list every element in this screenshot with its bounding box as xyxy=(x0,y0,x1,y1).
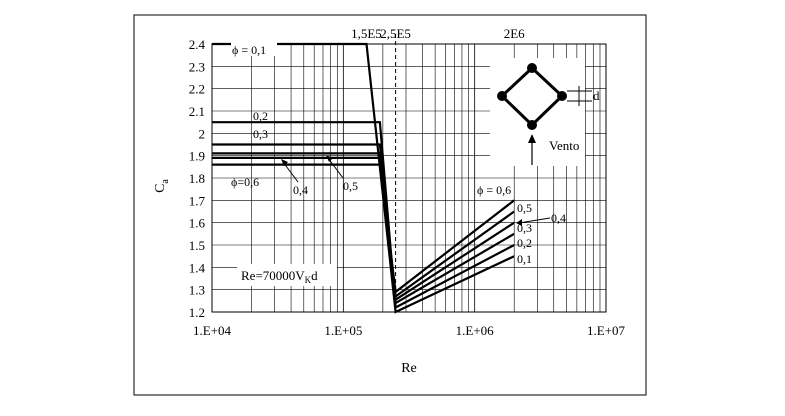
x-tick-label: 1.E+07 xyxy=(587,323,626,338)
dimension-d-label: d xyxy=(593,88,600,103)
y-tick-label: 1.4 xyxy=(189,260,206,275)
x-tick-label: 1.E+04 xyxy=(193,323,232,338)
cross-section-diagram xyxy=(497,63,592,130)
left-label-0-5: 0,5 xyxy=(343,179,358,193)
left-label-0-2: 0,2 xyxy=(253,109,268,123)
y-axis-label: Ca xyxy=(153,179,171,193)
left-label-0-4: 0,4 xyxy=(293,183,308,197)
plot-area-border xyxy=(211,43,607,313)
y-tick-label: 1.9 xyxy=(189,149,205,164)
wind-label: Vento xyxy=(549,138,579,153)
right-label-0-2: 0,2 xyxy=(517,236,532,250)
y-tick-labels: 1.2 1.3 1.4 1.5 1.6 1.7 1.8 1.9 2 2.1 2.2 2.3 2.4 xyxy=(189,37,206,320)
y-tick-label: 1.7 xyxy=(189,193,206,208)
x-tick-labels: 1.E+04 1.E+05 1.E+06 1.E+07 xyxy=(193,323,626,338)
x-tick-label: 1.E+06 xyxy=(456,323,495,338)
formula-bg xyxy=(237,264,337,286)
y-tick-label: 1.3 xyxy=(189,283,205,298)
y-tick-label: 1.2 xyxy=(189,305,205,320)
left-label-0-3: 0,3 xyxy=(253,127,268,141)
wind-arrow-head xyxy=(528,134,536,143)
right-label-0-5: 0,5 xyxy=(517,201,532,215)
left-label-0-6: ϕ=0,6 xyxy=(231,175,259,189)
y-tick-label: 2.4 xyxy=(189,37,206,52)
y-tick-label: 2.1 xyxy=(189,104,205,119)
top-marker-label: 2,5E5 xyxy=(380,26,411,41)
leader-right-0-4 xyxy=(518,217,551,224)
formula-label: Re=70000VKd xyxy=(241,268,318,285)
top-marker-label: 1,5E5 xyxy=(351,26,382,41)
series-line-0-6 xyxy=(212,163,515,294)
leader-0-4 xyxy=(282,161,299,183)
leader-arrow-0-5 xyxy=(326,155,333,162)
leader-arrow-0-4 xyxy=(281,159,288,166)
y-tick-label: 2.3 xyxy=(189,59,205,74)
y-tick-label: 1.8 xyxy=(189,171,205,186)
left-label-0-1: ϕ = 0,1 xyxy=(232,43,266,57)
figure-frame xyxy=(133,14,647,396)
inset-bg xyxy=(490,58,585,166)
right-label-0-6: ϕ = 0,6 xyxy=(477,183,511,197)
right-label-0-4: 0,4 xyxy=(551,211,566,225)
y-tick-label: 1.6 xyxy=(189,216,206,231)
top-marker-label: 2E6 xyxy=(504,26,525,41)
y-tick-label: 1.5 xyxy=(189,238,205,253)
leader-arrow-right-0-4 xyxy=(516,219,522,226)
leader-0-5 xyxy=(327,157,344,179)
right-label-0-1: 0,1 xyxy=(517,252,532,266)
x-tick-label: 1.E+05 xyxy=(324,323,362,338)
label-bg xyxy=(231,42,277,56)
y-tick-label: 2 xyxy=(199,126,206,141)
x-axis-label: Re xyxy=(401,361,417,376)
y-tick-label: 2.2 xyxy=(189,82,205,97)
